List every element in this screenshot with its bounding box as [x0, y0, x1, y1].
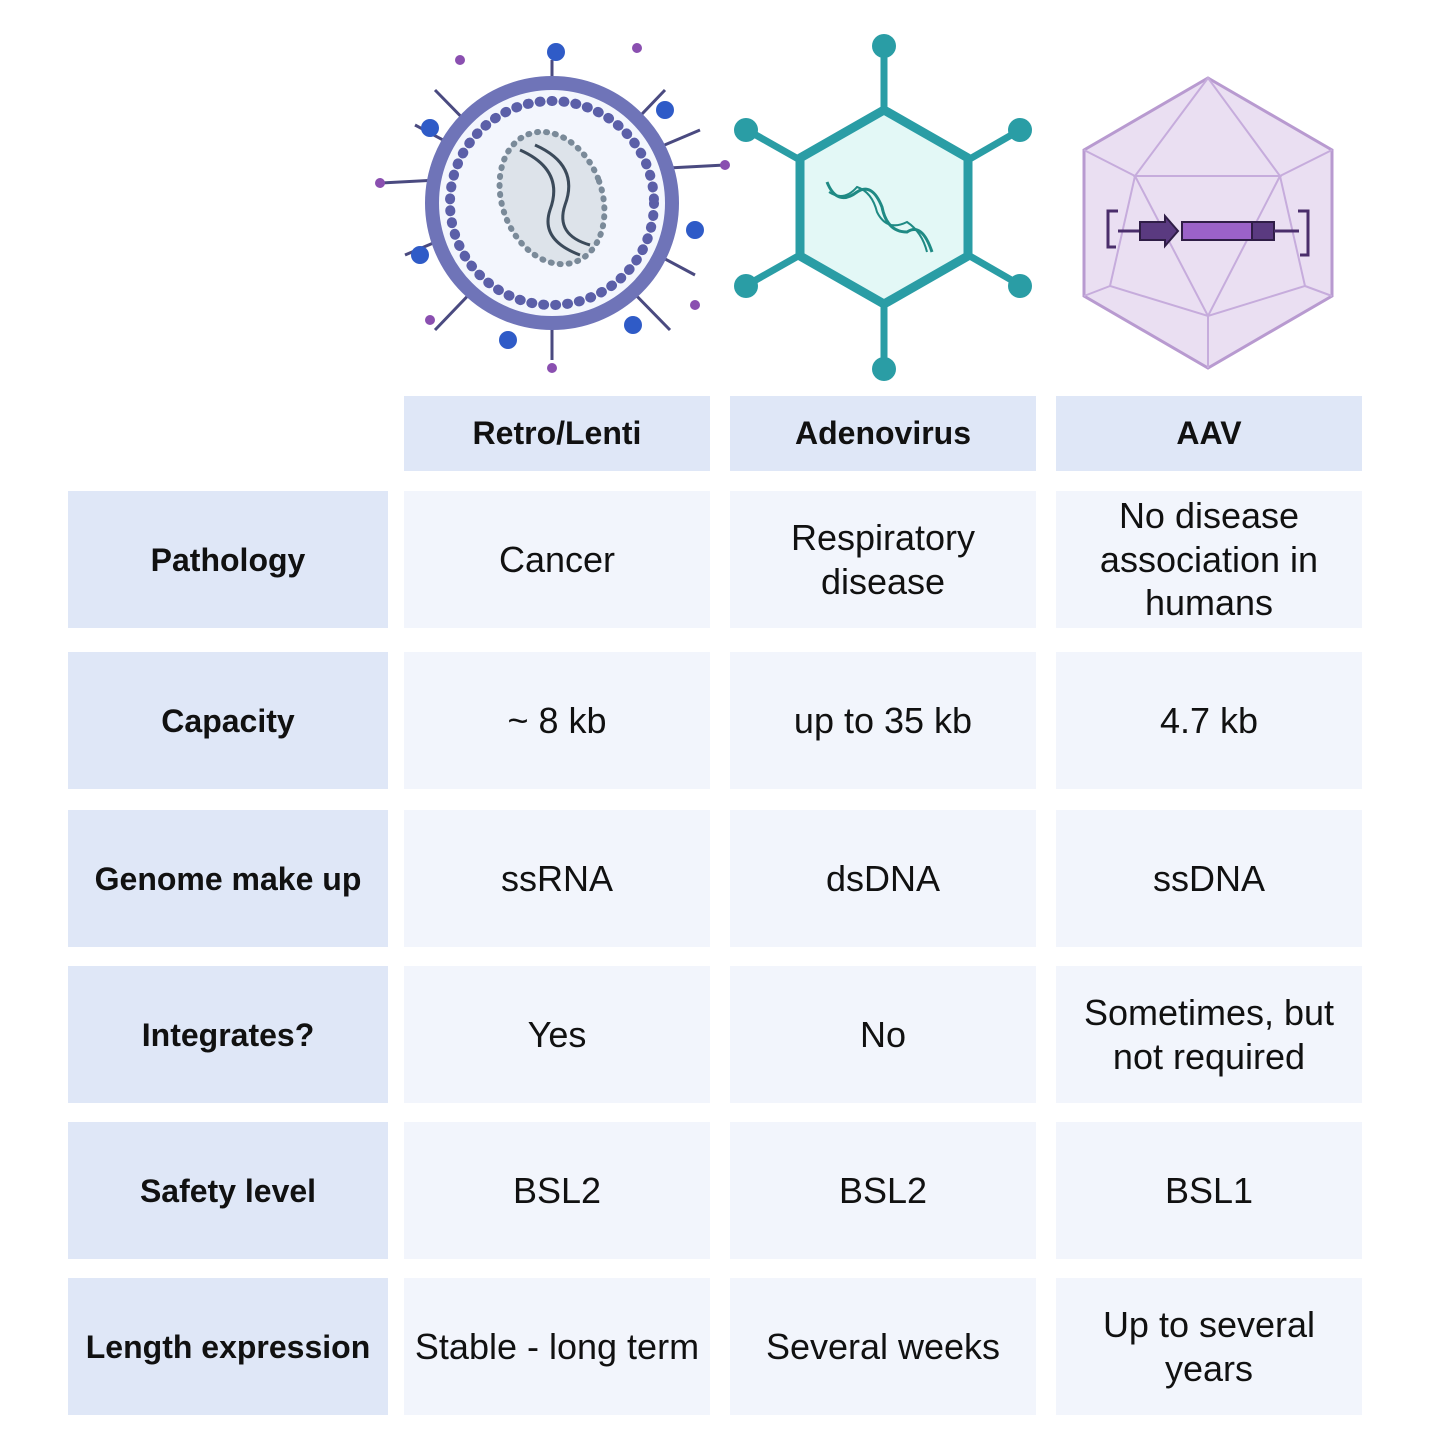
aav-capsid-icon: [1082, 76, 1334, 370]
table-cell: BSL2: [730, 1122, 1036, 1259]
table-cell: Up to several years: [1056, 1278, 1362, 1415]
row-label: Length expression: [68, 1278, 388, 1415]
table-cell: 4.7 kb: [1056, 652, 1362, 789]
table-cell: BSL2: [404, 1122, 710, 1259]
retrovirus-icon: [375, 43, 730, 373]
table-cell: Stable - long term: [404, 1278, 710, 1415]
column-header-retro-lenti: Retro/Lenti: [404, 396, 710, 471]
table-cell: up to 35 kb: [730, 652, 1036, 789]
table-cell: BSL1: [1056, 1122, 1362, 1259]
table-cell: dsDNA: [730, 810, 1036, 947]
table-cell: No: [730, 966, 1036, 1103]
table-cell: Several weeks: [730, 1278, 1036, 1415]
row-label: Pathology: [68, 491, 388, 628]
table-cell: ssRNA: [404, 810, 710, 947]
column-header-adenovirus: Adenovirus: [730, 396, 1036, 471]
table-cell: Cancer: [404, 491, 710, 628]
table-cell: ~ 8 kb: [404, 652, 710, 789]
column-header-aav: AAV: [1056, 396, 1362, 471]
row-label: Integrates?: [68, 966, 388, 1103]
table-cell: Respiratory disease: [730, 491, 1036, 628]
table-cell: Sometimes, but not required: [1056, 966, 1362, 1103]
row-label: Capacity: [68, 652, 388, 789]
table-cell: No disease association in humans: [1056, 491, 1362, 628]
row-label: Genome make up: [68, 810, 388, 947]
row-label: Safety level: [68, 1122, 388, 1259]
adenovirus-icon: [734, 34, 1032, 381]
table-cell: Yes: [404, 966, 710, 1103]
table-cell: ssDNA: [1056, 810, 1362, 947]
